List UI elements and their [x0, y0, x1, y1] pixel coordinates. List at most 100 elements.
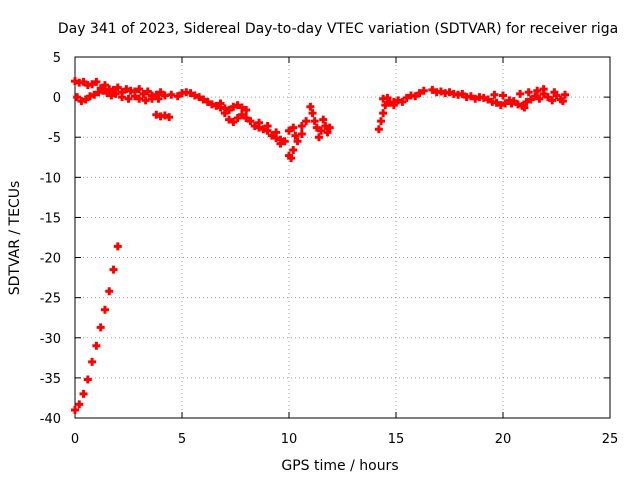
data-point — [94, 88, 103, 97]
data-point — [280, 137, 289, 146]
data-point — [323, 128, 332, 137]
data-point — [143, 87, 152, 96]
y-tick-label: -40 — [40, 412, 61, 427]
data-point — [88, 80, 97, 89]
data-point — [79, 389, 88, 398]
data-point — [216, 99, 225, 108]
data-point — [289, 123, 298, 132]
data-point — [160, 111, 169, 120]
data-point — [319, 115, 328, 124]
data-point — [212, 101, 221, 110]
data-point — [237, 110, 246, 119]
data-point — [190, 91, 199, 100]
data-point — [173, 92, 182, 101]
data-point — [130, 92, 139, 101]
data-point — [263, 121, 272, 130]
x-tick-label: 20 — [495, 432, 512, 447]
y-tick-label: 5 — [53, 51, 61, 66]
data-point — [531, 92, 540, 101]
data-point — [92, 77, 101, 86]
y-tick-label: -30 — [40, 332, 61, 347]
data-point — [297, 130, 306, 139]
data-point — [109, 265, 118, 274]
data-point — [479, 93, 488, 102]
data-point — [548, 96, 557, 105]
data-point — [141, 96, 150, 105]
data-point — [297, 121, 306, 130]
y-tick-label: -35 — [40, 372, 61, 387]
data-point — [237, 103, 246, 112]
data-point — [272, 128, 281, 137]
data-point — [83, 375, 92, 384]
data-point — [436, 87, 445, 96]
data-point — [135, 94, 144, 103]
data-point — [302, 117, 311, 126]
data-point — [71, 405, 79, 414]
data-point — [276, 139, 285, 148]
data-point — [79, 77, 88, 86]
data-point — [314, 133, 323, 142]
data-point — [203, 97, 212, 106]
y-tick-label: -10 — [40, 171, 61, 186]
data-point — [289, 146, 298, 155]
data-point — [543, 93, 552, 102]
data-point — [535, 94, 544, 103]
data-point — [507, 99, 516, 108]
data-point — [561, 90, 570, 99]
data-point — [374, 125, 383, 134]
data-point — [75, 400, 84, 409]
data-point — [207, 100, 216, 109]
data-point — [325, 123, 334, 132]
data-point — [267, 131, 276, 140]
data-point — [398, 97, 407, 106]
data-point — [154, 94, 163, 103]
data-point — [287, 154, 296, 163]
data-point — [98, 86, 107, 95]
data-point — [105, 287, 114, 296]
data-point — [135, 85, 144, 94]
data-point — [419, 86, 428, 95]
data-point — [312, 123, 321, 132]
data-point — [167, 90, 176, 99]
data-point — [293, 137, 302, 146]
grid-lines — [75, 57, 610, 418]
data-point — [550, 88, 559, 97]
data-point — [124, 94, 133, 103]
y-tick-label: -15 — [40, 211, 61, 226]
data-point — [484, 95, 493, 104]
data-point — [259, 125, 268, 134]
data-point — [73, 93, 82, 102]
data-point — [139, 89, 148, 98]
data-point — [520, 103, 529, 112]
data-point — [558, 97, 567, 106]
data-point — [242, 105, 251, 114]
y-tick-label: -25 — [40, 292, 61, 307]
data-point — [308, 109, 317, 118]
data-point — [533, 86, 542, 95]
data-point — [246, 117, 255, 126]
data-point — [220, 109, 229, 118]
x-axis-label: GPS time / hours — [281, 458, 398, 474]
data-point — [225, 115, 234, 124]
data-point — [250, 121, 259, 130]
data-point — [81, 95, 90, 104]
data-point — [156, 88, 165, 97]
data-point — [428, 85, 437, 94]
y-tick-labels: -40 -35 -30 -25 -20 -15 -10 -5 0 5 — [40, 51, 61, 427]
tick-marks — [74, 56, 611, 419]
data-point — [100, 81, 109, 90]
x-tick-label: 0 — [71, 432, 79, 447]
data-point — [77, 97, 86, 106]
y-tick-label: -5 — [48, 131, 61, 146]
data-point — [466, 92, 475, 101]
data-point — [445, 88, 454, 97]
data-point — [389, 97, 398, 106]
data-point — [471, 94, 480, 103]
data-point — [85, 92, 94, 101]
data-point — [229, 117, 238, 126]
data-point — [496, 101, 505, 110]
data-point — [381, 101, 390, 110]
data-point — [90, 90, 99, 99]
data-point — [317, 126, 326, 135]
data-point — [195, 93, 204, 102]
